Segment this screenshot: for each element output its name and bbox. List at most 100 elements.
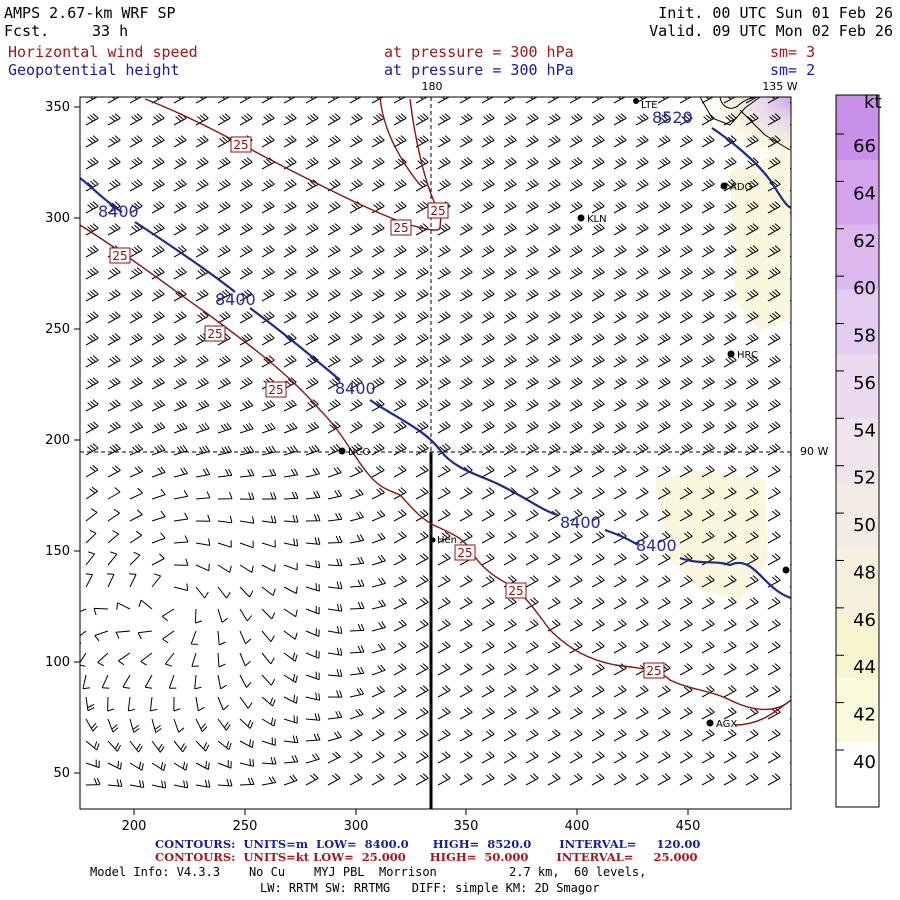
- wind-barb: [723, 575, 737, 588]
- wind-barb: [327, 97, 341, 104]
- wind-barb: [437, 729, 451, 742]
- wind-barb: [503, 531, 517, 544]
- wind-barb: [217, 333, 231, 346]
- wind-barb: [85, 333, 99, 346]
- colorbar-tick-label: 44: [853, 657, 876, 678]
- wind-barb: [635, 553, 649, 566]
- wind-barb: [305, 135, 319, 148]
- wind-barb: [657, 641, 671, 654]
- colorbar-block: [836, 742, 879, 808]
- station-lte: LTE: [633, 98, 658, 111]
- wind-barb: [701, 751, 715, 764]
- wind-barb: [239, 377, 253, 390]
- wind-barb: [115, 630, 131, 639]
- wind-barb: [349, 135, 363, 148]
- wind-barb: [129, 245, 143, 258]
- svg-text:HRC: HRC: [737, 350, 758, 361]
- wind-barb: [591, 553, 605, 566]
- wind-barb: [613, 97, 627, 104]
- wind-barb: [459, 97, 473, 104]
- wind-barb: [459, 707, 473, 720]
- wind-barb: [151, 355, 165, 368]
- wind-barb: [679, 245, 693, 258]
- wind-barb: [349, 289, 363, 302]
- wind-barb: [745, 553, 759, 566]
- wind-barb: [635, 113, 649, 126]
- wind-barb: [415, 355, 429, 368]
- wind-barb: [140, 652, 153, 666]
- wind-barb: [481, 377, 495, 390]
- wind-barb: [569, 311, 583, 324]
- wind-barb: [789, 541, 791, 544]
- wind-barb: [613, 157, 627, 170]
- wind-barb: [393, 597, 407, 610]
- wind-barb: [547, 289, 561, 302]
- wind-barb: [547, 443, 561, 456]
- wind-barb: [239, 516, 255, 524]
- wind-barb: [305, 333, 319, 346]
- wind-barb: [239, 586, 254, 598]
- wind-barb: [173, 97, 187, 104]
- wind-barb: [107, 530, 119, 544]
- wind-barb: [261, 97, 275, 104]
- wind-barb: [217, 652, 226, 668]
- wind-barb: [327, 377, 341, 390]
- wind-barb: [767, 773, 781, 786]
- wind-barb: [173, 135, 187, 148]
- wind-barb: [569, 553, 583, 566]
- wind-barb: [371, 532, 386, 544]
- wind-barb: [723, 289, 737, 302]
- wind-barb: [503, 663, 517, 676]
- wind-barb: [305, 113, 319, 126]
- wind-barb: [481, 267, 495, 280]
- colorbar: kt 66 64 62 60 58 56 54 52 50 48 46 44 42 40: [835, 92, 881, 808]
- wind-barb: [107, 421, 121, 434]
- wind-barb: [283, 377, 297, 390]
- coastline: [699, 97, 761, 126]
- wind-speed-shading: [655, 470, 768, 600]
- wind-barb: [151, 333, 165, 346]
- height-label: 8520: [652, 108, 693, 127]
- wind-barb: [437, 355, 451, 368]
- wind-barb: [85, 289, 99, 302]
- wind-barb: [789, 255, 791, 258]
- colorbar-tick-label: 54: [853, 420, 876, 441]
- wind-barb: [679, 729, 693, 742]
- wind-barb: [767, 333, 781, 346]
- wind-barb: [789, 343, 791, 346]
- wind-barb: [591, 487, 605, 500]
- wind-barb: [371, 510, 386, 522]
- wind-barb: [745, 157, 759, 170]
- wind-barb: [217, 696, 229, 711]
- wind-barb: [129, 509, 143, 522]
- wind-barb: [217, 157, 231, 170]
- wind-barb: [305, 560, 321, 569]
- wind-barb: [327, 751, 341, 764]
- wind-barb: [679, 751, 693, 764]
- wind-barb: [305, 713, 321, 721]
- wind-barb: [657, 113, 671, 126]
- wind-barb: [503, 267, 517, 280]
- wind-barb: [635, 619, 649, 632]
- wind-barb: [129, 740, 143, 753]
- wind-barb: [657, 575, 671, 588]
- wind-barb: [767, 311, 781, 324]
- colorbar-block: [836, 548, 879, 614]
- wind-barb: [305, 773, 319, 786]
- wind-barb: [393, 443, 407, 456]
- wind-barb: [349, 245, 363, 258]
- wind-barb: [393, 641, 407, 654]
- wind-barb: [459, 179, 473, 192]
- wind-barb: [283, 586, 298, 594]
- wind-barb: [305, 692, 321, 701]
- wind-barb: [635, 509, 649, 522]
- x-axis: 200 250 300 350 400 450: [122, 809, 700, 834]
- wind-barb: [107, 487, 121, 500]
- wind-barb: [85, 529, 97, 544]
- wind-barb: [173, 512, 189, 522]
- wind-barb: [459, 333, 473, 346]
- wind-barb: [481, 553, 495, 566]
- wind-barb: [371, 267, 385, 280]
- wind-barbs: [80, 97, 791, 789]
- wind-barb: [261, 311, 275, 324]
